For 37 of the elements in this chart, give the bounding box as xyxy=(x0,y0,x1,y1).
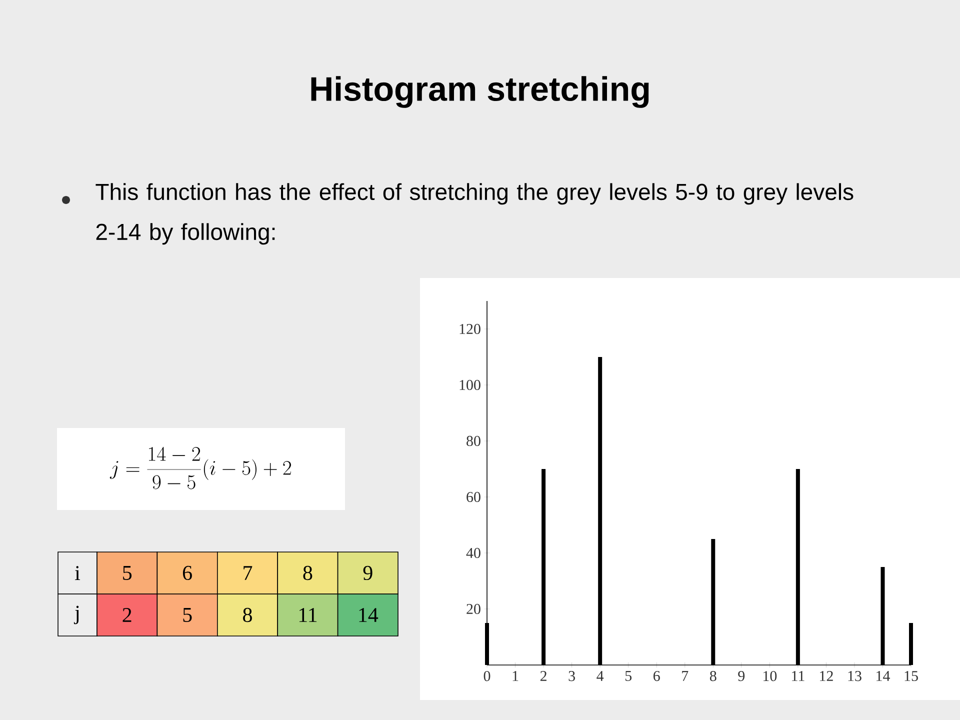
x-tick-label: 14 xyxy=(876,671,890,681)
text: 8 xyxy=(243,608,252,622)
x-tick-label: 4 xyxy=(596,671,604,681)
text: $j = \frac{14-2}{9-5}(i-5)+2$ xyxy=(110,446,291,490)
x-tick-label: 6 xyxy=(654,671,660,682)
text: j xyxy=(74,606,79,624)
x-tick-label: 11 xyxy=(792,671,804,681)
y-tick-label: 80 xyxy=(466,436,480,446)
chart-title: Histogram stretching xyxy=(311,76,649,108)
x-tick-label: 0 xyxy=(484,671,490,682)
text: 11 xyxy=(299,608,317,622)
y-tick-label: 20 xyxy=(466,604,480,614)
text: 9 xyxy=(363,566,372,580)
x-tick-label: 13 xyxy=(848,671,862,682)
y-tick-label: 120 xyxy=(460,324,480,334)
x-tick-label: 12 xyxy=(820,671,833,681)
x-tick-label: 3 xyxy=(568,671,575,682)
x-tick-label: 2 xyxy=(540,671,546,681)
text: 7 xyxy=(244,566,252,580)
x-tick-label: 9 xyxy=(738,671,745,682)
x-tick-label: 8 xyxy=(710,671,716,682)
y-tick-label: 100 xyxy=(460,380,480,390)
x-tick-label: 1 xyxy=(512,671,518,681)
x-tick-label: 15 xyxy=(904,671,918,682)
text: 5 xyxy=(183,608,192,622)
y-tick-label: 60 xyxy=(466,492,480,502)
text: 6 xyxy=(182,566,192,580)
x-tick-label: 10 xyxy=(763,671,777,682)
x-tick-label: 5 xyxy=(625,671,632,681)
text: 14 xyxy=(359,608,378,622)
x-tick-label: 7 xyxy=(682,671,688,681)
text: 2 xyxy=(122,608,132,622)
text: 8 xyxy=(303,566,312,580)
y-tick-label: 40 xyxy=(466,548,480,558)
chart-subtitle: This function has the effect of stretching the grey levels 5-9 to grey levels 2-14 by following: xyxy=(96,183,854,245)
text: 5 xyxy=(123,566,132,580)
text: i xyxy=(75,566,80,580)
